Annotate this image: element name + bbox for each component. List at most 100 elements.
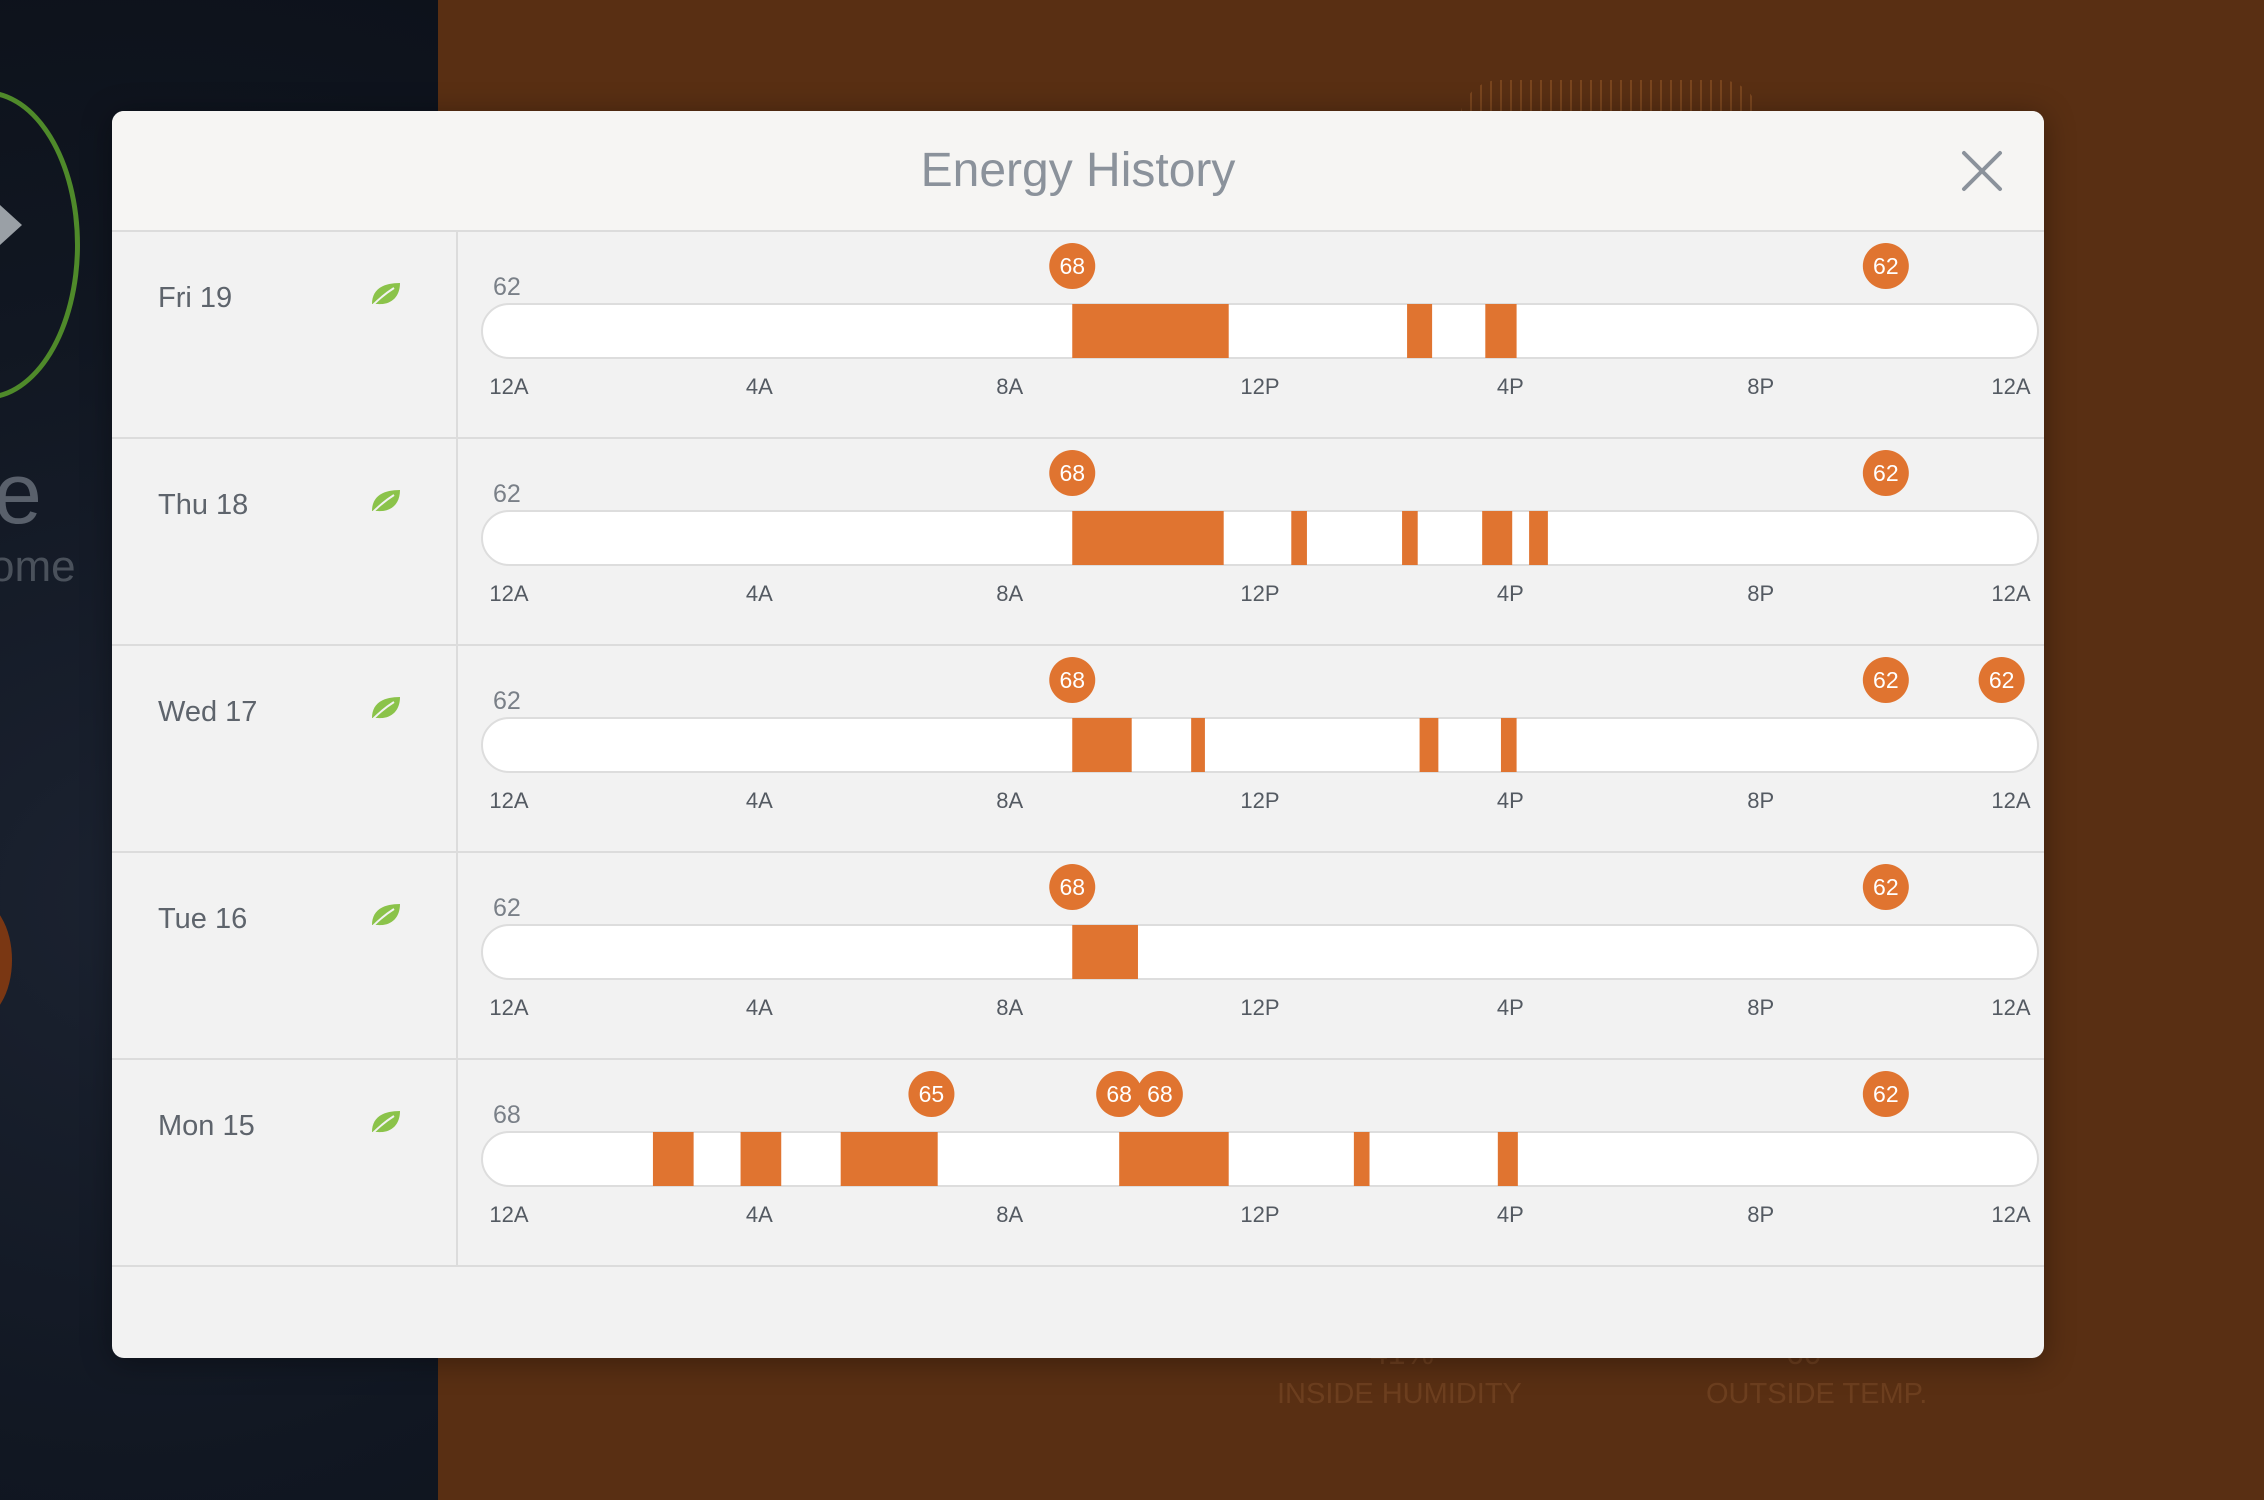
set-point-label: 62 [1873,253,1899,279]
day-chart: 62 68 62 62 12A 4A 8A 12P 4P 8P 12A [458,646,2044,851]
heating-bar [1072,925,1138,979]
tick-label: 12P [1240,788,1279,813]
heating-bar [1402,511,1418,565]
close-button[interactable] [1952,141,2012,201]
set-point-bubble [1978,657,2025,703]
day-chart-svg: 62 68 62 62 12A 4A 8A 12P 4P 8P 12A [481,657,2039,813]
set-point-label: 68 [1059,874,1085,900]
energy-history-modal: Energy History Fri 19 62 68 62 12A 4A 8A 12P 4P 8… [112,111,2044,1358]
tick-label: 4A [746,1202,773,1227]
heating-bar [1419,718,1439,772]
tick-label: 12A [1991,581,2030,606]
set-point-bubble [1862,864,1909,910]
tick-label: 12A [489,1202,528,1227]
heating-periods [652,1132,1518,1186]
set-point-label: 68 [1059,253,1085,279]
heating-periods [1072,511,1548,565]
tick-label: 12A [1991,788,2030,813]
close-icon [1962,151,2002,191]
day-chart-svg: 62 68 62 12A 4A 8A 12P 4P 8P 12A [481,243,2039,399]
background-humidity-label: INSIDE HUMIDITY [1277,1378,1522,1410]
modal-title: Energy History [920,144,1236,197]
set-point-label: 68 [1059,460,1085,486]
background-play-icon [0,205,22,245]
heating-bar [1072,718,1132,772]
leaf-icon [372,283,400,306]
day-chart-svg: 68 65 68 68 62 12A 4A 8A 12P 4P 8P 12A [481,1071,2039,1227]
day-label-cell: Wed 17 [112,646,458,851]
tick-label: 4P [1497,374,1524,399]
tick-label: 12A [1991,374,2030,399]
heating-bar [740,1132,782,1186]
leaf-icon [372,490,400,513]
day-chart-svg: 62 68 62 12A 4A 8A 12P 4P 8P 12A [481,450,2039,606]
day-row[interactable]: Mon 15 68 65 68 68 62 12A 4A 8A 12P 4P 8P 12A [112,1060,2044,1267]
heating-bar [1291,511,1307,565]
tick-label: 4P [1497,995,1524,1020]
modal-header: Energy History [112,111,2044,232]
set-point-bubble [1096,1071,1143,1117]
set-point-bubble [1049,243,1096,289]
set-point-bubble [1862,1071,1909,1117]
start-temp-label: 62 [493,480,521,508]
tick-label: 8A [996,995,1023,1020]
set-point-bubble [1136,1071,1183,1117]
set-point-label: 62 [1873,874,1899,900]
day-chart: 68 65 68 68 62 12A 4A 8A 12P 4P 8P 12A [458,1060,2044,1265]
tick-label: 12P [1240,995,1279,1020]
heating-periods [1072,718,1517,772]
day-row[interactable]: Tue 16 62 68 62 12A 4A 8A 12P 4P 8P 12A [112,853,2044,1060]
heating-bar [1500,718,1517,772]
heating-bar [1497,1132,1518,1186]
leaf-vein [372,908,395,927]
day-chart: 62 68 62 12A 4A 8A 12P 4P 8P 12A [458,232,2044,437]
day-label: Tue 16 [158,903,248,935]
timeline-track [481,1131,2039,1187]
heating-bar [1072,304,1229,358]
heating-bar [652,1132,694,1186]
tick-label: 8P [1747,581,1774,606]
day-chart: 62 68 62 12A 4A 8A 12P 4P 8P 12A [458,853,2044,1058]
day-row[interactable]: Fri 19 62 68 62 12A 4A 8A 12P 4P 8P 12A [112,232,2044,439]
set-point-label: 62 [1873,460,1899,486]
leaf-icon [372,1111,400,1134]
set-point-bubble [1862,450,1909,496]
tick-label: 12P [1240,1202,1279,1227]
leaf-icon [372,697,400,720]
day-label: Thu 18 [158,489,249,521]
background-outside-temp-label: OUTSIDE TEMP. [1706,1378,1928,1410]
tick-label: 8P [1747,1202,1774,1227]
day-label: Wed 17 [158,696,258,728]
timeline-track [481,303,2039,359]
tick-label: 8A [996,374,1023,399]
tick-label: 4P [1497,788,1524,813]
set-point-bubble [1049,864,1096,910]
tick-label: 4A [746,788,773,813]
heating-periods [1072,925,1138,979]
tick-label: 8A [996,788,1023,813]
tick-label: 8P [1747,995,1774,1020]
timeline-track [481,510,2039,566]
tick-label: 12A [489,581,528,606]
day-row[interactable]: Wed 17 62 68 62 62 12A 4A 8A 12P 4P 8P 12A [112,646,2044,853]
start-temp-label: 62 [493,894,521,922]
tick-label: 8A [996,581,1023,606]
set-point-bubble [1862,243,1909,289]
leaf-icon [372,904,400,927]
heating-bar [1353,1132,1370,1186]
day-chart: 62 68 62 12A 4A 8A 12P 4P 8P 12A [458,439,2044,644]
tick-label: 4P [1497,581,1524,606]
day-row[interactable]: Thu 18 62 68 62 12A 4A 8A 12P 4P 8P 12A [112,439,2044,646]
tick-label: 8P [1747,788,1774,813]
heating-bar [1191,718,1205,772]
leaf-vein [372,494,395,513]
tick-label: 12A [1991,1202,2030,1227]
tick-label: 4A [746,581,773,606]
day-label: Fri 19 [158,282,233,314]
set-point-bubble [1049,450,1096,496]
tick-label: 12P [1240,581,1279,606]
tick-label: 12P [1240,374,1279,399]
timeline-track [481,717,2039,773]
set-point-label: 62 [1873,1081,1899,1107]
heating-bar [1072,511,1224,565]
